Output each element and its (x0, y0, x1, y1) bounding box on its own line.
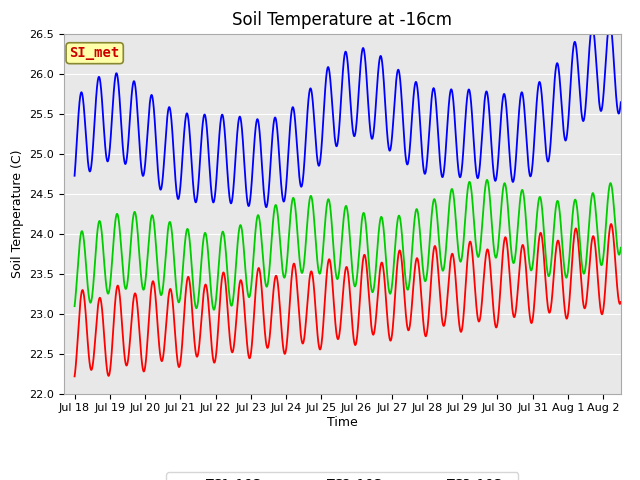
X-axis label: Time: Time (327, 416, 358, 429)
Legend: TC1_16Cm, TC2_16Cm, TC3_16Cm: TC1_16Cm, TC2_16Cm, TC3_16Cm (166, 472, 518, 480)
Y-axis label: Soil Temperature (C): Soil Temperature (C) (11, 149, 24, 278)
Text: SI_met: SI_met (70, 46, 120, 60)
Title: Soil Temperature at -16cm: Soil Temperature at -16cm (232, 11, 452, 29)
